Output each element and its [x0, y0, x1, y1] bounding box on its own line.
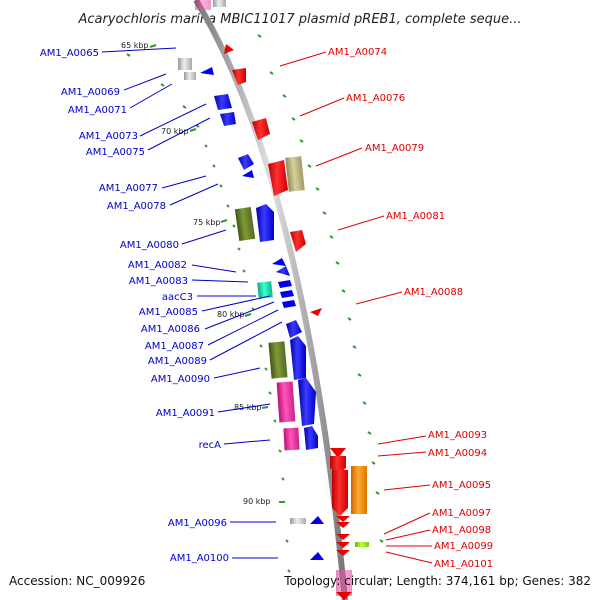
- gene-features: [178, 0, 369, 600]
- gene-feature[interactable]: [310, 552, 324, 560]
- left-gene-labels: AM1_A0065 AM1_A0069 AM1_A0071 AM1_A0073 …: [40, 48, 229, 564]
- gene-feature[interactable]: [336, 542, 350, 548]
- gene-feature[interactable]: [280, 290, 294, 298]
- gene-feature[interactable]: [336, 592, 352, 600]
- gene-feature[interactable]: [213, 0, 226, 7]
- gene-feature[interactable]: [276, 381, 296, 423]
- gene-feature[interactable]: [234, 207, 256, 241]
- kbp-scale: 65 kbp 70 kbp 75 kbp 80 kbp 85 kbp 90 kb…: [121, 41, 285, 506]
- map-summary-text: Topology: circular; Length: 374,161 bp; …: [283, 574, 591, 588]
- kbp-marker-70: 70 kbp: [161, 127, 189, 136]
- gene-label-aacc3[interactable]: aacC3: [162, 292, 193, 303]
- gene-label-am1-a0079[interactable]: AM1_A0079: [365, 143, 424, 154]
- gene-feature[interactable]: [290, 518, 306, 524]
- gene-label-am1-a0083[interactable]: AM1_A0083: [129, 276, 188, 287]
- gene-feature[interactable]: [336, 550, 350, 556]
- gene-feature[interactable]: [242, 170, 254, 178]
- gene-label-am1-a0095[interactable]: AM1_A0095: [432, 480, 491, 491]
- map-title: Acaryochloris marina MBIC11017 plasmid p…: [78, 12, 522, 27]
- gene-label-am1-a0086[interactable]: AM1_A0086: [141, 324, 200, 335]
- gene-label-am1-a0080[interactable]: AM1_A0080: [120, 240, 179, 251]
- gene-feature[interactable]: [224, 44, 234, 54]
- gene-label-am1-a0098[interactable]: AM1_A0098: [432, 525, 491, 536]
- gene-label-am1-a0076[interactable]: AM1_A0076: [346, 93, 405, 104]
- gene-feature[interactable]: [351, 466, 367, 514]
- plasmid-backbone: [193, 0, 348, 600]
- gene-label-am1-a0081[interactable]: AM1_A0081: [386, 211, 445, 222]
- left-leader-lines: [101, 47, 283, 559]
- gene-feature[interactable]: [256, 204, 274, 242]
- gene-feature[interactable]: [330, 456, 346, 474]
- kbp-marker-65: 65 kbp: [121, 41, 149, 50]
- kbp-marker-90: 90 kbp: [243, 497, 271, 506]
- gene-label-am1-a0096[interactable]: AM1_A0096: [168, 518, 227, 529]
- gene-feature[interactable]: [238, 154, 254, 170]
- gene-feature[interactable]: [278, 280, 292, 288]
- gene-feature[interactable]: [336, 534, 350, 540]
- gene-label-am1-a0091[interactable]: AM1_A0091: [156, 408, 215, 419]
- gene-feature[interactable]: [298, 378, 316, 426]
- gene-feature[interactable]: [195, 0, 211, 10]
- gene-feature[interactable]: [252, 118, 270, 140]
- gene-feature[interactable]: [332, 470, 348, 516]
- gene-label-reca[interactable]: recA: [199, 440, 222, 451]
- gene-feature[interactable]: [290, 336, 306, 380]
- gene-label-am1-a0088[interactable]: AM1_A0088: [404, 287, 463, 298]
- gene-label-am1-a0090[interactable]: AM1_A0090: [151, 374, 210, 385]
- gene-feature[interactable]: [336, 570, 352, 596]
- gene-label-am1-a0082[interactable]: AM1_A0082: [128, 260, 187, 271]
- gene-label-am1-a0077[interactable]: AM1_A0077: [99, 183, 158, 194]
- gene-label-am1-a0089[interactable]: AM1_A0089: [148, 356, 207, 367]
- gene-feature[interactable]: [330, 448, 346, 458]
- gene-label-am1-a0097[interactable]: AM1_A0097: [432, 508, 491, 519]
- kbp-marker-75: 75 kbp: [193, 218, 221, 227]
- gene-feature[interactable]: [310, 308, 322, 316]
- right-leader-lines: [279, 51, 433, 564]
- gene-feature[interactable]: [200, 67, 214, 75]
- gene-feature[interactable]: [268, 160, 288, 196]
- gene-label-am1-a0101[interactable]: AM1_A0101: [434, 559, 493, 570]
- gene-feature[interactable]: [257, 281, 273, 299]
- gene-label-am1-a0099[interactable]: AM1_A0099: [434, 541, 493, 552]
- gene-label-am1-a0093[interactable]: AM1_A0093: [428, 430, 487, 441]
- inner-tick-rail: [126, 53, 291, 573]
- gene-feature[interactable]: [304, 426, 318, 450]
- kbp-marker-80: 80 kbp: [217, 310, 245, 319]
- gene-feature[interactable]: [220, 112, 236, 126]
- gene-label-am1-a0073[interactable]: AM1_A0073: [79, 131, 138, 142]
- gene-feature[interactable]: [336, 516, 350, 522]
- gene-label-am1-a0065[interactable]: AM1_A0065: [40, 48, 99, 59]
- gene-label-am1-a0087[interactable]: AM1_A0087: [145, 341, 204, 352]
- gene-feature[interactable]: [283, 427, 300, 451]
- gene-label-am1-a0100[interactable]: AM1_A0100: [170, 553, 229, 564]
- gene-label-am1-a0075[interactable]: AM1_A0075: [86, 147, 145, 158]
- gene-feature[interactable]: [178, 58, 192, 70]
- gene-label-am1-a0078[interactable]: AM1_A0078: [107, 201, 166, 212]
- gene-feature[interactable]: [286, 320, 302, 338]
- gene-feature[interactable]: [355, 542, 369, 547]
- gene-feature[interactable]: [276, 266, 290, 276]
- gene-feature[interactable]: [272, 258, 286, 266]
- gene-label-am1-a0069[interactable]: AM1_A0069: [61, 87, 120, 98]
- gene-feature[interactable]: [310, 516, 324, 524]
- right-gene-labels: AM1_A0074 AM1_A0076 AM1_A0079 AM1_A0081 …: [328, 47, 493, 570]
- accession-text: Accession: NC_009926: [9, 574, 145, 588]
- gene-label-am1-a0071[interactable]: AM1_A0071: [68, 105, 127, 116]
- gene-label-am1-a0074[interactable]: AM1_A0074: [328, 47, 387, 58]
- gene-feature[interactable]: [285, 156, 305, 192]
- gene-label-am1-a0085[interactable]: AM1_A0085: [139, 307, 198, 318]
- gene-feature[interactable]: [268, 341, 288, 379]
- outer-tick-rail: [257, 34, 387, 581]
- gene-feature[interactable]: [282, 300, 296, 308]
- gene-feature[interactable]: [232, 68, 246, 85]
- gene-label-am1-a0094[interactable]: AM1_A0094: [428, 448, 487, 459]
- gene-feature[interactable]: [214, 94, 232, 110]
- gene-feature[interactable]: [184, 72, 196, 80]
- gene-feature[interactable]: [336, 522, 350, 528]
- gene-feature[interactable]: [290, 230, 306, 252]
